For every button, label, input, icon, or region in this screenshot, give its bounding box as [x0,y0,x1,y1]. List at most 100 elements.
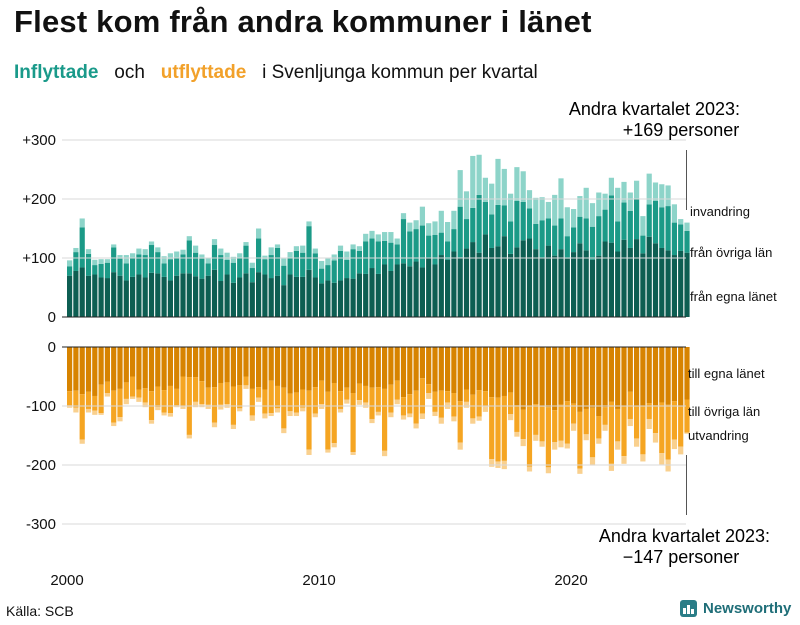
in-bar-egna [571,252,577,317]
in-bar-egna [426,258,432,317]
in-bar-egna [306,269,312,317]
out-bar-ovriga [602,407,608,425]
in-bar-egna [193,276,199,317]
in-bar-ovriga [92,265,98,275]
in-bar-ovriga [652,200,659,244]
out-bar-egna [243,347,249,377]
out-bar-egna [268,347,274,381]
out-bar-egna [369,347,375,388]
out-bar-ovriga [526,406,533,467]
out-bar-egna [350,347,356,394]
in-bar-ovriga [583,218,589,251]
in-bar-ovriga [495,204,501,247]
in-bar-utland [155,247,161,253]
out-bar-utland [281,428,287,434]
out-bar-egna [445,347,451,392]
out-bar-utland [300,407,306,412]
in-bar-egna [111,272,117,317]
out-bar-egna [634,347,640,406]
out-bar-utland [268,413,274,417]
in-bar-ovriga [281,265,287,286]
in-bar-utland [596,192,602,217]
in-bar-utland [337,245,344,251]
out-bar-ovriga [508,392,514,415]
out-bar-ovriga [533,404,539,435]
in-bar-utland [419,206,425,226]
in-bar-egna [243,273,249,317]
in-bar-utland [627,192,633,211]
out-bar-utland [545,467,551,474]
in-bar-egna [438,255,444,317]
out-bar-utland [451,416,457,422]
out-bar-ovriga [432,391,438,412]
out-bar-utland [111,422,117,427]
out-bar-ovriga [199,381,205,405]
series-label-utvandring: utvandring [688,428,749,443]
out-bar-egna [293,347,299,393]
in-bar-egna [539,258,545,317]
in-bar-ovriga [508,221,514,254]
in-bar-egna [602,241,608,317]
out-bar-utland [256,397,262,402]
out-bar-utland [678,446,684,455]
in-bar-ovriga [602,209,608,242]
out-bar-egna [388,347,394,385]
in-bar-utland [350,244,356,250]
in-bar-egna [249,282,255,317]
out-bar-ovriga [174,388,180,406]
brand-logo[interactable]: Newsworthy [680,600,791,617]
out-bar-utland [287,411,293,417]
out-bar-egna [552,347,558,411]
out-bar-ovriga [413,390,419,424]
out-bar-egna [419,347,425,379]
in-bar-egna [186,273,192,317]
out-bar-ovriga [123,382,129,399]
in-bar-egna [167,280,173,317]
out-bar-ovriga [470,394,476,419]
out-bar-egna [174,347,180,389]
in-bar-egna [161,276,167,317]
out-bar-egna [85,347,92,392]
in-bar-utland [167,253,173,260]
out-bar-ovriga [167,385,173,414]
in-bar-egna [457,257,463,317]
out-bar-egna [652,347,659,406]
out-bar-ovriga [67,391,73,406]
series-label-fran-egna-lanet: från egna länet [690,289,777,304]
out-bar-ovriga [514,405,520,432]
out-bar-utland [67,405,73,408]
out-bar-egna [678,347,684,406]
in-bar-ovriga [426,235,432,258]
in-bar-ovriga [79,227,85,268]
in-bar-egna [482,234,488,317]
annotation-bottom-line1: Andra kvartalet 2023: [599,526,770,546]
in-bar-utland [148,241,155,246]
in-bar-egna [533,249,539,317]
in-bar-egna [501,236,507,317]
in-bar-utland [211,239,218,246]
in-bar-egna [665,250,671,317]
out-bar-utland [356,400,362,405]
out-bar-egna [394,347,400,381]
in-bar-ovriga [571,227,577,253]
subtitle-och: och [114,62,145,83]
out-bar-utland [262,413,268,419]
in-bar-utland [539,197,545,221]
out-bar-utland [123,398,129,405]
out-bar-ovriga [552,410,558,442]
in-bar-ovriga [98,263,104,278]
in-bar-ovriga [382,240,388,265]
out-bar-egna [218,347,224,383]
out-bar-ovriga [300,389,306,408]
out-bar-utland [312,413,318,418]
out-bar-ovriga [457,401,463,443]
in-bar-utland [306,221,312,227]
out-bar-utland [665,459,671,472]
series-label-fran-ovriga-lan: från övriga län [690,245,772,260]
xtick-label: 2020 [554,572,587,589]
out-bar-ovriga [652,405,659,434]
in-bar-egna [256,272,262,317]
in-bar-egna [640,253,646,317]
in-bar-egna [375,273,381,317]
in-bar-utland [356,246,362,251]
